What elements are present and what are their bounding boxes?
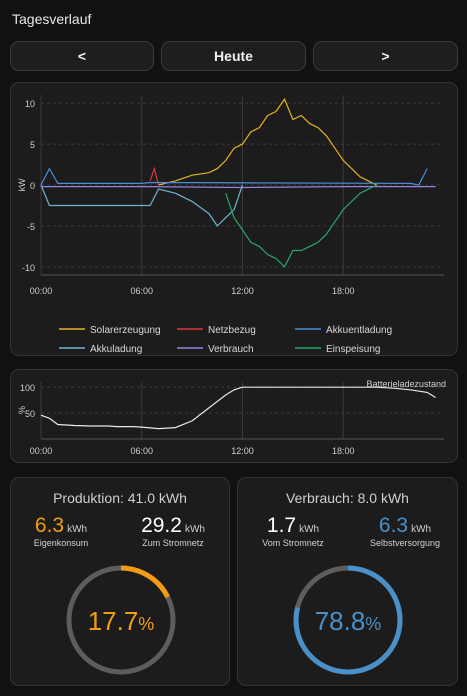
series-line-verbrauch [41,186,436,189]
power-chart-card: 10 5 0 -5 -10 00:00 06:00 12:00 18:00 kW Solarerz… [10,82,458,356]
prev-day-button[interactable]: < [10,41,154,71]
self-consumption-unit: kWh [67,524,88,535]
soc-chart: 100 50 00:00 06:00 12:00 18:00% Batterieladezu… [17,379,446,456]
consumption-gauge: 78.8% [293,565,403,675]
power-y-unit: kW [17,178,27,192]
series-line-akkuladung [40,184,244,227]
power-x-tick: 12:00 [231,286,254,296]
legend-label: Akkuladung [90,344,142,355]
power-x-tick: 18:00 [332,286,355,296]
soc-y-tick: 100 [20,383,35,393]
power-y-tick: 10 [25,99,35,109]
soc-y-unit: % [17,406,27,414]
consumption-header: Verbrauch: 8.0 kWh [286,490,409,506]
power-y-tick: -5 [27,222,35,232]
soc-x-tick: 06:00 [130,446,153,456]
soc-title: Batterieladezustand [366,379,446,389]
soc-y-tick: 50 [25,409,35,419]
series-line-akkuentladung [40,167,428,186]
self-consumption-label: Eigenkonsum [33,538,89,548]
today-button[interactable]: Heute [161,41,306,71]
soc-line [40,386,436,430]
self-supply-unit: kWh [411,524,432,535]
power-y-tick: 0 [30,181,35,191]
series-line-einspeisung [225,184,378,268]
self-supply-label: Selbstversorgung [369,538,441,548]
production-card: Produktion: 41.0 kWh 6.3 kWh Eigenkonsum … [10,477,230,686]
soc-x-tick: 00:00 [30,446,53,456]
series-line-netzbezug [149,166,160,186]
production-gauge-arc [66,565,176,675]
series-line-solarerzeugung [158,97,378,186]
production-header: Produktion: 41.0 kWh [53,490,187,506]
from-grid-label: Vom Stromnetz [262,538,324,548]
from-grid-unit: kWh [299,524,320,535]
production-percent: 17.7% [88,606,155,636]
page-title: Tagesverlauf [12,11,92,27]
self-consumption-stat: 6.3 kWh Eigenkonsum [11,514,111,548]
to-grid-unit: kWh [184,524,205,535]
power-chart: 10 5 0 -5 -10 00:00 06:00 12:00 18:00 kW Solarerz… [17,95,444,355]
power-y-tick: -10 [22,263,35,273]
self-supply-value: 6.3 [378,514,409,537]
next-day-button[interactable]: > [313,41,458,71]
soc-chart-card: 100 50 00:00 06:00 12:00 18:00% Batterieladezu… [10,369,458,463]
self-consumption-value: 6.3 [34,514,65,537]
to-grid-label: Zum Stromnetz [142,538,204,548]
legend-label: Einspeisung [326,344,380,355]
consumption-card: Verbrauch: 8.0 kWh 1.7 kWh Vom Stromnetz … [237,477,458,686]
consumption-gauge-arc [293,565,403,675]
self-supply-stat: 6.3 kWh Selbstversorgung [350,514,460,548]
from-grid-value: 1.7 [266,514,297,537]
power-y-tick: 5 [30,140,35,150]
legend-label: Solarerzeugung [90,325,161,336]
power-x-tick: 06:00 [130,286,153,296]
consumption-percent: 78.8% [315,606,382,636]
soc-x-tick: 18:00 [332,446,355,456]
to-grid-value: 29.2 [141,514,182,537]
from-grid-stat: 1.7 kWh Vom Stromnetz [238,514,348,548]
legend-label: Netzbezug [208,325,256,336]
soc-x-tick: 12:00 [231,446,254,456]
legend-label: Akkuentladung [326,325,392,336]
legend-label: Verbrauch [208,344,254,355]
production-gauge: 17.7% [66,565,176,675]
to-grid-stat: 29.2 kWh Zum Stromnetz [123,514,223,548]
power-x-tick: 00:00 [30,286,53,296]
